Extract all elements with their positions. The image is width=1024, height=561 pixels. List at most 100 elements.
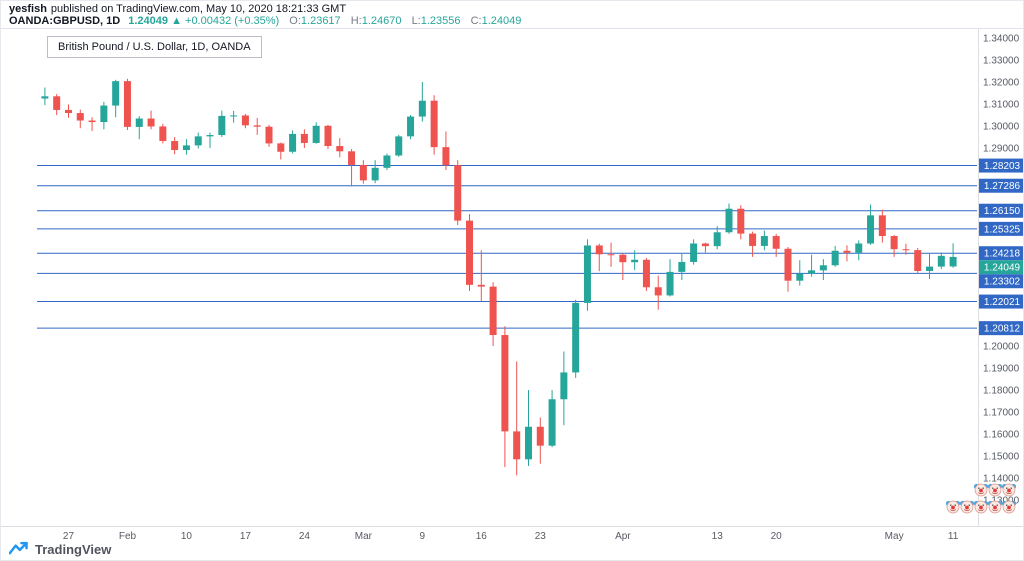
- candle: [477, 250, 485, 301]
- clown-face-emoji-sticker: [945, 500, 961, 514]
- candle: [725, 203, 733, 234]
- price-level-label: 1.24218: [979, 246, 1023, 261]
- candle: [642, 258, 650, 292]
- candle: [808, 254, 816, 277]
- candle: [855, 240, 863, 261]
- y-axis-tick: 1.17000: [983, 408, 1020, 419]
- candle: [501, 326, 509, 468]
- svg-text:1.23302: 1.23302: [984, 277, 1021, 288]
- change-arrow-icon: ▲: [171, 15, 182, 27]
- candle: [182, 139, 190, 155]
- y-axis-tick: 1.15000: [983, 452, 1020, 463]
- price-level-label: 1.25325: [979, 221, 1023, 236]
- price-level-label: 1.23302: [979, 274, 1023, 289]
- candle: [595, 243, 603, 272]
- y-axis-tick: 1.14000: [983, 474, 1020, 485]
- candle: [666, 259, 674, 297]
- candle: [536, 417, 544, 464]
- candle: [548, 390, 556, 448]
- candle: [383, 153, 391, 171]
- candle: [442, 131, 450, 171]
- price-level-label: 1.22021: [979, 294, 1023, 309]
- candle: [265, 124, 273, 147]
- y-axis-tick: 1.32000: [983, 78, 1020, 89]
- candle: [631, 250, 639, 271]
- x-axis-label: 23: [535, 531, 547, 542]
- x-axis-label: 10: [181, 531, 193, 542]
- open-value: 1.23617: [300, 15, 341, 27]
- candle: [348, 149, 356, 187]
- candle: [171, 137, 179, 155]
- x-axis-label: 16: [476, 531, 488, 542]
- candle: [524, 390, 532, 466]
- clown-face-emoji-sticker: [987, 500, 1003, 514]
- candle: [64, 104, 72, 118]
- candle: [112, 79, 120, 118]
- y-axis-tick: 1.31000: [983, 100, 1020, 111]
- candle: [88, 117, 96, 132]
- candle: [407, 115, 415, 140]
- svg-text:1.24049: 1.24049: [984, 263, 1021, 274]
- candle: [241, 113, 249, 129]
- x-axis-label: May: [885, 531, 904, 542]
- x-axis-label: 17: [240, 531, 252, 542]
- candle: [194, 132, 202, 149]
- header: yesfish published on TradingView.com, May…: [1, 1, 1023, 29]
- change-pct: (+0.35%): [234, 15, 280, 27]
- candle: [53, 94, 61, 116]
- y-axis-tick: 1.18000: [983, 386, 1020, 397]
- price-level-label: 1.26150: [979, 203, 1023, 218]
- brand-name[interactable]: TradingView: [35, 541, 112, 557]
- x-axis-label: 11: [948, 531, 959, 542]
- clown-face-emoji-sticker: [973, 500, 989, 514]
- candle: [760, 230, 768, 251]
- candle: [583, 239, 591, 311]
- high-value: 1.24670: [361, 15, 402, 27]
- symbol-legend: British Pound / U.S. Dollar, 1D, OANDA: [47, 36, 262, 58]
- high-label: H:: [350, 15, 362, 27]
- svg-text:1.27286: 1.27286: [984, 181, 1021, 192]
- candle: [324, 124, 332, 150]
- candle: [395, 134, 403, 157]
- candle: [123, 78, 131, 130]
- candle: [843, 245, 851, 262]
- candle: [796, 260, 804, 286]
- change-abs: +0.00432: [185, 15, 232, 27]
- candle: [466, 214, 474, 292]
- candle: [937, 252, 945, 270]
- candle: [312, 122, 320, 144]
- clown-face-emoji-sticker: [1001, 500, 1017, 514]
- tradingview-logo[interactable]: [9, 541, 29, 557]
- last-price-text: 1.24049: [128, 15, 168, 27]
- svg-text:1.26150: 1.26150: [984, 206, 1021, 217]
- candle: [159, 123, 167, 144]
- svg-text:1.22021: 1.22021: [984, 297, 1021, 308]
- candle: [914, 248, 922, 274]
- svg-text:1.24218: 1.24218: [984, 249, 1021, 260]
- candle: [489, 282, 497, 347]
- candle: [819, 259, 827, 281]
- svg-text:1.28203: 1.28203: [984, 161, 1021, 172]
- candle: [678, 253, 686, 281]
- close-label: C:: [470, 15, 482, 27]
- candle: [147, 110, 155, 130]
- candle: [890, 234, 898, 257]
- candle: [701, 242, 709, 253]
- candle: [749, 231, 757, 257]
- svg-text:1.20812: 1.20812: [984, 324, 1021, 335]
- low-value: 1.23556: [420, 15, 461, 27]
- y-axis-tick: 1.29000: [983, 144, 1020, 155]
- x-axis-label: 20: [771, 531, 783, 542]
- price-level-label: 1.28203: [979, 158, 1023, 173]
- footer: TradingView: [9, 541, 111, 557]
- candle: [926, 253, 934, 279]
- candle: [772, 233, 780, 257]
- candle: [878, 209, 886, 243]
- candle: [218, 110, 226, 138]
- y-axis-tick: 1.16000: [983, 430, 1020, 441]
- candle: [100, 101, 108, 130]
- y-axis-tick: 1.13000: [983, 496, 1020, 507]
- candle: [336, 138, 344, 158]
- candle: [300, 129, 308, 149]
